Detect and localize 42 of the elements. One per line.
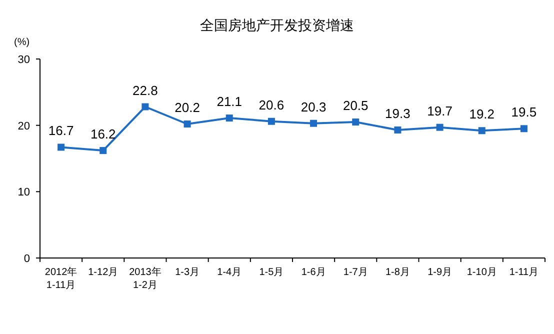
x-tick-label: 2013年 1-2月 xyxy=(129,266,162,291)
point xyxy=(58,144,65,151)
x-tick-label: 1-7月 xyxy=(343,267,368,278)
data-label: 16.2 xyxy=(90,126,116,142)
y-tick-label: 30 xyxy=(18,54,30,66)
data-label: 20.6 xyxy=(258,97,284,112)
data-label: 21.1 xyxy=(216,94,242,110)
chart-title: 全国房地产开发投资增速 xyxy=(200,17,354,33)
y-tick-label: 0 xyxy=(24,253,30,265)
data-label: 20.2 xyxy=(174,100,200,116)
x-tick-label: 1-8月 xyxy=(385,267,410,278)
point xyxy=(100,147,107,154)
point xyxy=(226,114,233,122)
point xyxy=(184,120,191,128)
x-tick-label: 2012年 1-11月 xyxy=(44,266,78,291)
x-tick-label: 1-12月 xyxy=(88,267,118,278)
x-tick-label: 1-9月 xyxy=(428,267,452,278)
point xyxy=(142,103,149,110)
data-label: 22.8 xyxy=(132,82,158,98)
point xyxy=(478,127,486,134)
y-tick-label: 20 xyxy=(18,120,30,132)
y-axis-title: (%) xyxy=(14,37,30,48)
y-tick-label: 10 xyxy=(18,186,30,199)
point xyxy=(352,118,360,126)
x-tick-label: 1-10月 xyxy=(466,267,497,278)
point xyxy=(268,118,275,125)
data-label: 19.7 xyxy=(427,103,452,118)
data-label: 19.2 xyxy=(469,106,495,122)
x-tick-label: 1-6月 xyxy=(301,267,326,278)
data-label: 19.5 xyxy=(511,104,537,120)
data-label: 16.7 xyxy=(48,123,74,138)
x-tick-label: 1-5月 xyxy=(259,267,284,278)
data-label: 19.3 xyxy=(385,106,410,121)
point xyxy=(394,126,402,134)
data-label: 20.3 xyxy=(300,99,326,114)
point xyxy=(436,124,444,131)
data-label: 20.5 xyxy=(342,98,368,114)
x-tick-label: 1-3月 xyxy=(175,267,200,278)
x-tick-label: 1-4月 xyxy=(217,267,242,278)
x-tick-label: 1-11月 xyxy=(509,267,539,278)
point xyxy=(520,125,528,132)
point xyxy=(310,120,318,127)
